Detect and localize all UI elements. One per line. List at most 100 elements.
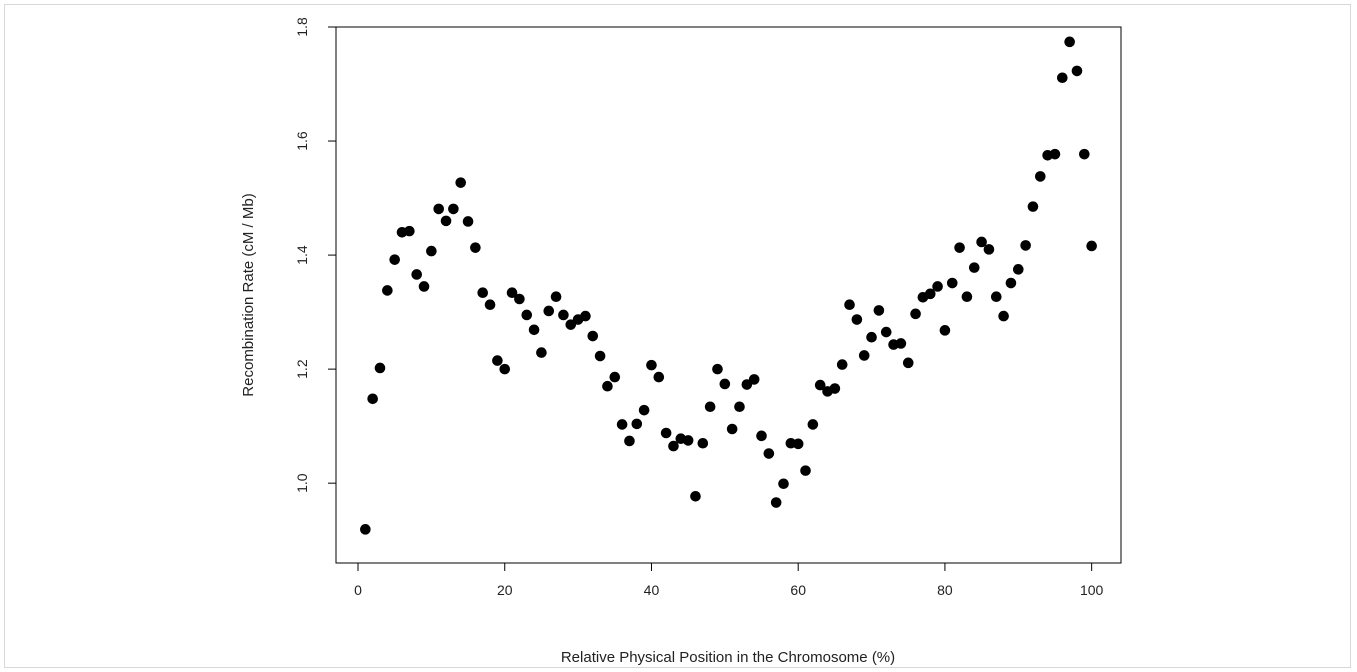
data-point — [690, 490, 701, 502]
data-point — [778, 478, 789, 490]
data-point — [367, 393, 378, 405]
data-point — [682, 435, 694, 446]
data-point — [1057, 72, 1068, 84]
y-tick-label: 1.0 — [294, 473, 310, 493]
data-point — [653, 371, 665, 383]
data-point — [1086, 240, 1097, 252]
data-points — [360, 36, 1097, 535]
data-point — [726, 423, 738, 435]
data-point — [910, 308, 921, 320]
data-point — [998, 310, 1009, 322]
data-point — [895, 338, 907, 349]
data-point — [880, 326, 892, 338]
data-point — [631, 418, 643, 430]
data-point — [484, 299, 496, 310]
data-point — [594, 350, 606, 362]
data-point — [660, 427, 672, 439]
x-tick-label: 0 — [354, 582, 362, 598]
data-point — [961, 291, 973, 303]
data-point — [565, 319, 577, 330]
data-point — [528, 324, 540, 336]
data-point — [448, 203, 459, 215]
data-point — [374, 362, 386, 374]
data-point — [858, 350, 870, 361]
data-point — [492, 355, 503, 366]
data-point — [536, 347, 547, 358]
data-point — [543, 305, 555, 317]
data-point — [844, 299, 855, 310]
data-point — [506, 287, 518, 299]
data-point — [404, 225, 415, 237]
data-point — [411, 269, 423, 280]
data-point — [433, 203, 445, 215]
data-point — [1012, 264, 1024, 275]
data-point — [1064, 36, 1075, 48]
data-point — [646, 359, 657, 371]
data-point — [558, 309, 569, 321]
data-point — [756, 430, 767, 442]
data-point — [734, 401, 745, 413]
y-axis: 1.0 1.2 1.4 1.6 1.8 — [294, 17, 337, 493]
x-tick-label: 20 — [497, 582, 513, 598]
x-axis-title: Relative Physical Position in the Chromo… — [561, 649, 895, 666]
data-point — [668, 440, 679, 452]
y-axis-title: Recombination Rate (cM / Mb) — [240, 193, 257, 396]
data-point — [924, 288, 936, 300]
data-point — [462, 216, 474, 227]
data-point — [477, 287, 489, 299]
data-point — [1079, 148, 1090, 160]
data-point — [440, 215, 452, 227]
data-point — [946, 277, 958, 289]
data-point — [983, 244, 995, 255]
data-point — [712, 363, 723, 375]
y-tick-label: 1.6 — [294, 131, 310, 151]
data-point — [602, 380, 613, 392]
data-point — [1071, 65, 1083, 77]
data-point — [968, 262, 980, 273]
data-point — [763, 448, 775, 459]
figure-frame — [4, 4, 1351, 668]
data-point — [1005, 277, 1017, 289]
y-tick-label: 1.4 — [294, 245, 310, 265]
y-tick-label: 1.2 — [294, 359, 310, 379]
data-point — [697, 437, 709, 449]
data-point — [792, 438, 804, 450]
data-point — [954, 242, 965, 253]
data-point — [836, 359, 848, 370]
data-point — [470, 242, 481, 253]
data-point — [704, 401, 716, 413]
data-point — [873, 305, 885, 316]
data-point — [1020, 240, 1031, 251]
data-point — [580, 310, 591, 322]
data-point — [587, 330, 599, 342]
data-point — [616, 419, 628, 430]
data-point — [382, 285, 393, 296]
data-point — [624, 435, 635, 447]
data-point — [902, 357, 914, 369]
x-axis: 0 20 40 60 80 100 — [354, 562, 1104, 598]
data-point — [939, 325, 951, 336]
data-point — [426, 245, 437, 257]
data-point — [418, 281, 430, 292]
data-point — [389, 254, 400, 265]
data-point — [932, 281, 943, 292]
data-point — [866, 331, 877, 343]
x-tick-label: 60 — [790, 582, 806, 598]
data-point — [976, 236, 987, 248]
data-point — [455, 177, 467, 188]
data-point — [807, 419, 819, 430]
data-point — [800, 465, 811, 476]
data-point — [360, 524, 371, 535]
plot-area-border — [335, 26, 1122, 564]
x-tick-label: 100 — [1080, 582, 1104, 598]
data-point — [719, 378, 731, 390]
y-tick-label: 1.8 — [294, 17, 310, 37]
data-point — [851, 314, 863, 325]
data-point — [1049, 148, 1061, 160]
data-point — [514, 293, 525, 305]
data-point — [748, 374, 760, 385]
data-point — [770, 497, 782, 508]
data-point — [521, 309, 533, 321]
data-point — [1034, 171, 1046, 182]
